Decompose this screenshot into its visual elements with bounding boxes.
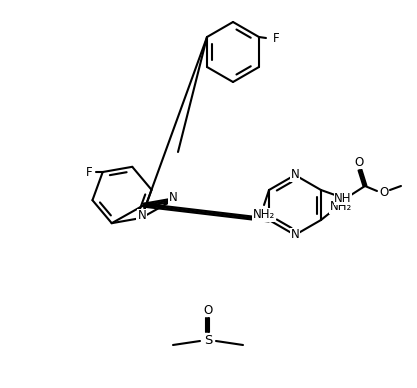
Text: S: S bbox=[204, 334, 212, 346]
Text: O: O bbox=[354, 156, 364, 168]
Text: N: N bbox=[138, 210, 147, 222]
Text: O: O bbox=[203, 303, 213, 317]
Text: N: N bbox=[291, 229, 299, 241]
Text: N: N bbox=[137, 211, 146, 225]
Text: NH₂: NH₂ bbox=[330, 201, 352, 213]
Text: O: O bbox=[379, 187, 389, 199]
Text: N: N bbox=[169, 192, 178, 204]
Text: N: N bbox=[291, 168, 299, 182]
Text: NH: NH bbox=[334, 192, 352, 204]
Text: NH₂: NH₂ bbox=[253, 208, 275, 222]
Text: F: F bbox=[273, 33, 280, 45]
Text: F: F bbox=[85, 166, 92, 178]
